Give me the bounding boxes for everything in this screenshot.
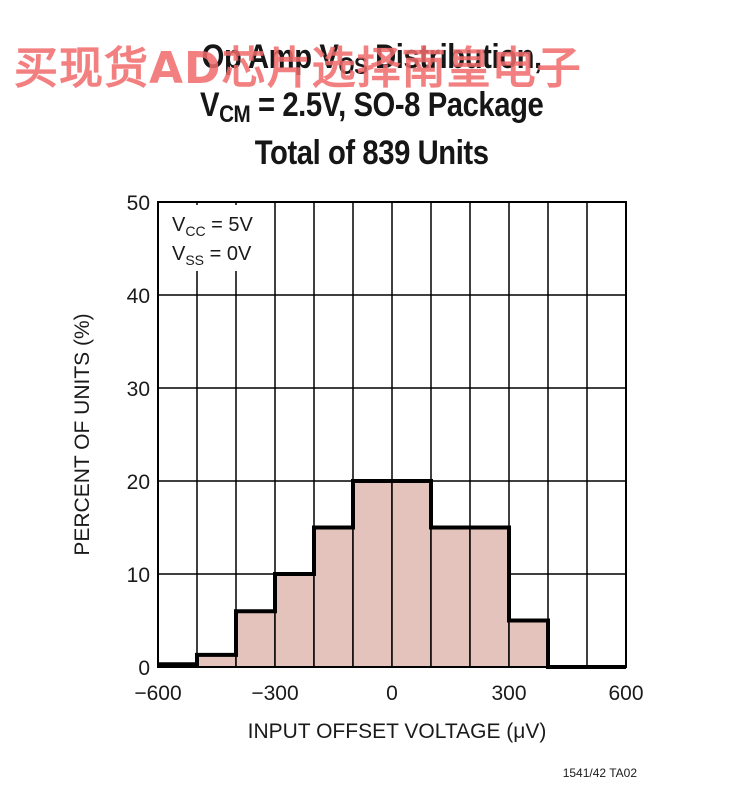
histogram-bar-3 <box>274 573 315 668</box>
chart-title-line-1: Op Amp VOS Distribution, <box>201 38 542 80</box>
annotation-vss: VSS = 0V <box>172 243 252 268</box>
y-tick-labels: 0 10 20 30 40 50 <box>127 192 150 680</box>
plot-frame <box>157 201 627 668</box>
x-tick-label: −600 <box>134 682 181 705</box>
chart-title-line-2: VCM = 2.5V, SO-8 Package <box>199 86 544 128</box>
y-tick-label: 50 <box>127 192 150 215</box>
y-tick-label: 30 <box>127 378 150 401</box>
histogram-bar-5 <box>352 480 393 668</box>
x-axis-label: INPUT OFFSET VOLTAGE (μV) <box>248 720 547 743</box>
figure-id: 1541/42 TA02 <box>563 766 638 780</box>
histogram-outline <box>158 479 626 669</box>
x-tick-label: 300 <box>491 682 526 705</box>
histogram-bar-6 <box>391 480 432 668</box>
annotation-background <box>162 205 268 271</box>
y-tick-label: 0 <box>138 657 150 680</box>
x-tick-label: −300 <box>251 682 298 705</box>
histogram-bar-8 <box>469 526 510 668</box>
watermark-text: 买现货AD芯片选择南皇电子 <box>14 43 582 94</box>
y-tick-label: 40 <box>127 285 150 308</box>
histogram-bar-2 <box>235 610 276 668</box>
annotation-vcc: VCC = 5V <box>172 214 253 239</box>
histogram-bar-9 <box>508 619 549 668</box>
x-tick-labels: −600 −300 0 300 600 <box>134 682 643 705</box>
y-tick-label: 20 <box>127 471 150 494</box>
y-axis-label: PERCENT OF UNITS (%) <box>71 313 94 555</box>
x-tick-label: 0 <box>386 682 398 705</box>
histogram-bar-7 <box>430 526 471 668</box>
chart-title-line-3: Total of 839 Units <box>254 134 489 172</box>
x-tick-label: 600 <box>608 682 643 705</box>
y-tick-label: 10 <box>127 564 150 587</box>
histogram-bar-4 <box>313 526 354 668</box>
